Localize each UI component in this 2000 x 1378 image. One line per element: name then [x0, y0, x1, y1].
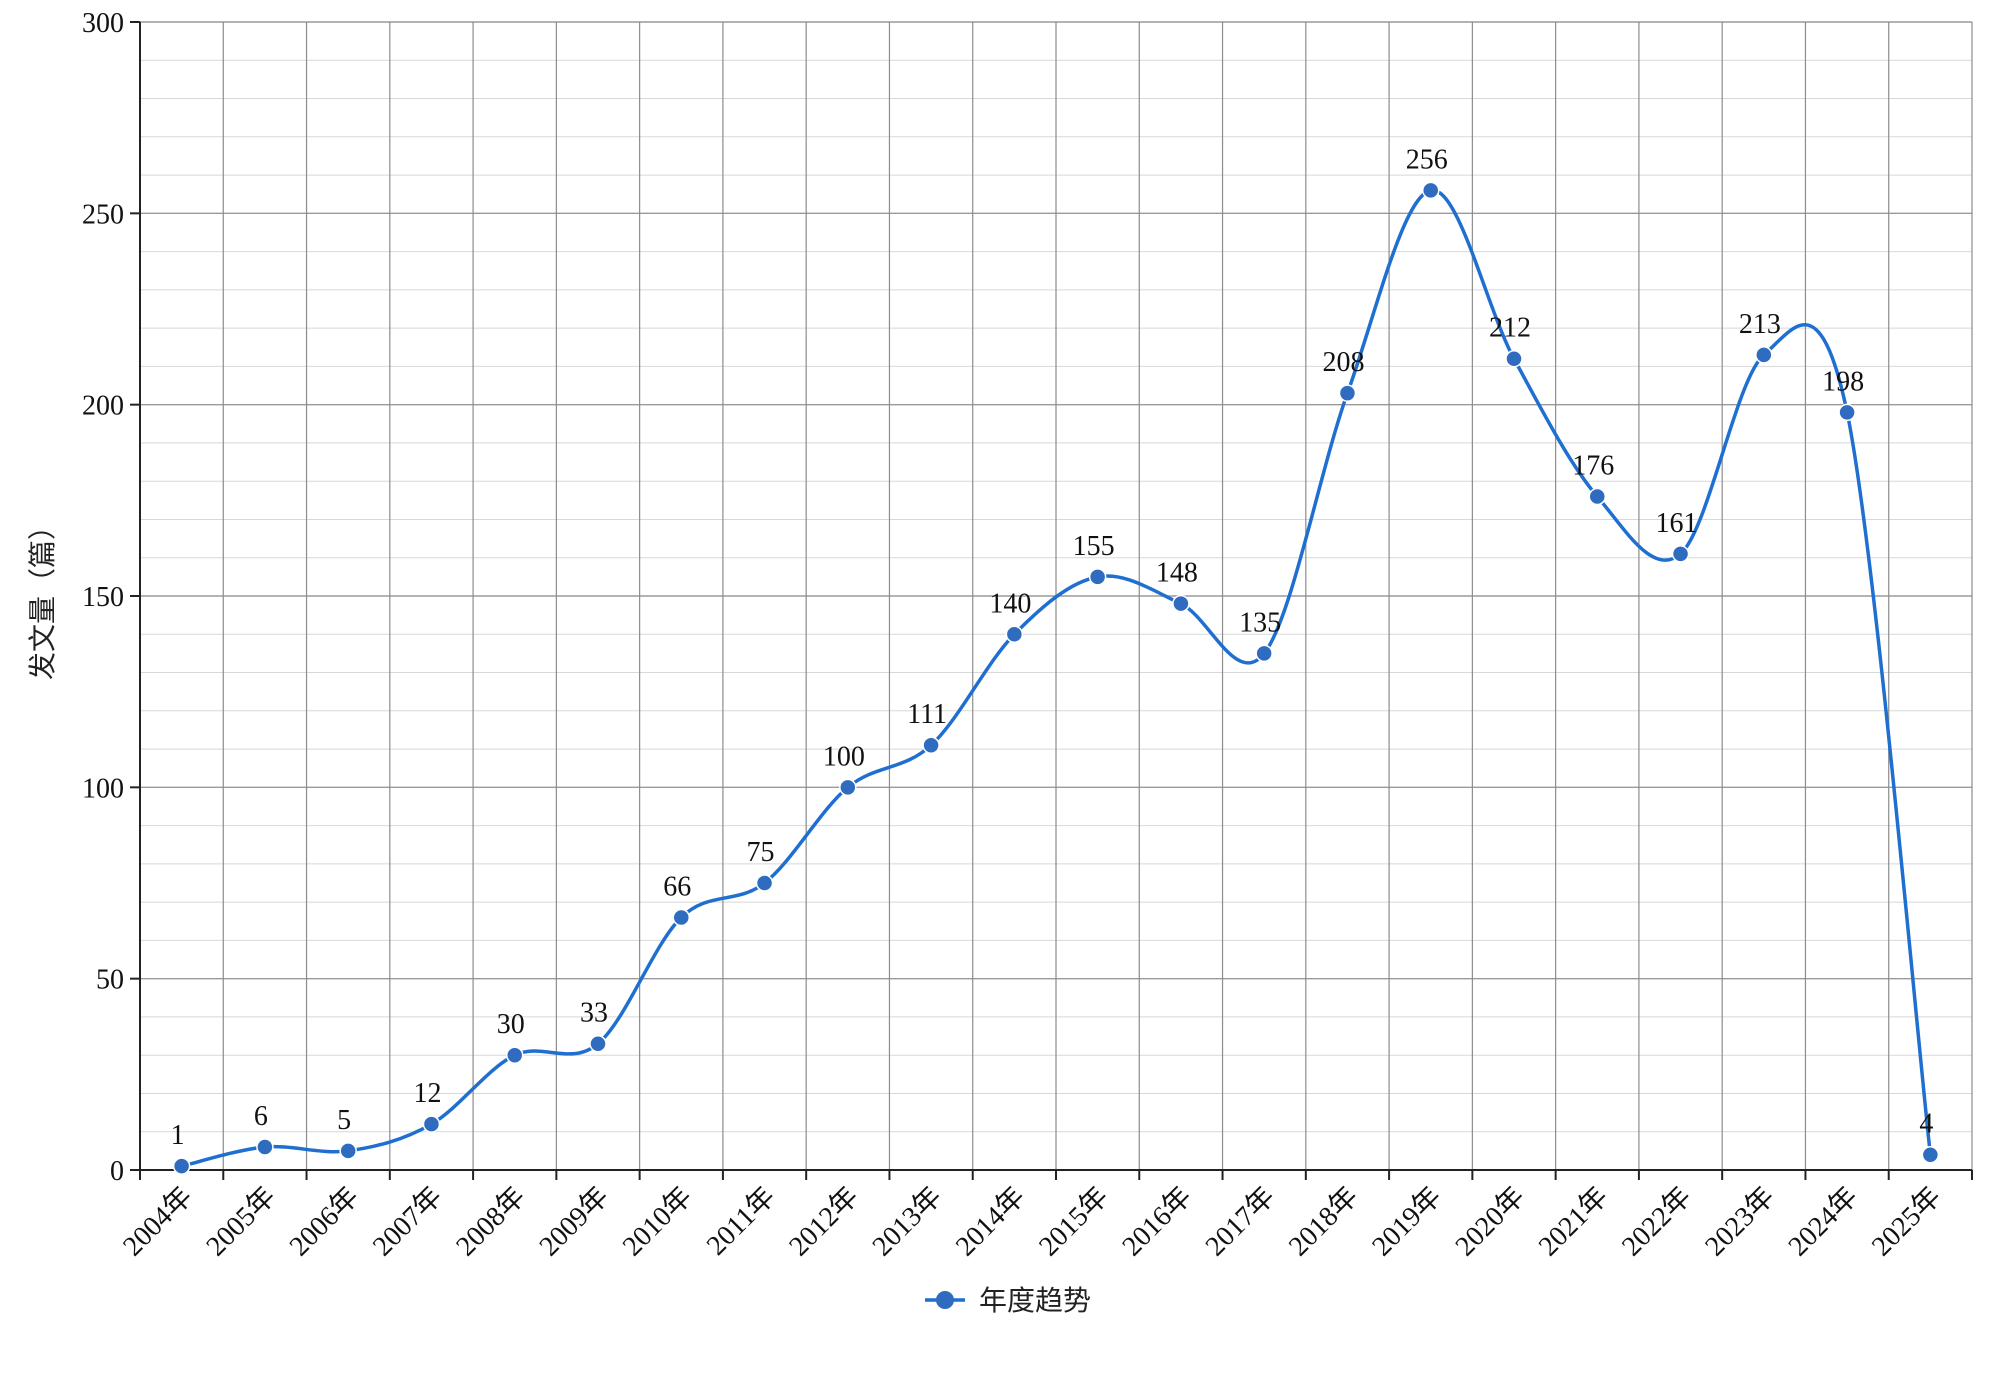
- data-point: [922, 736, 940, 754]
- data-point: [256, 1138, 274, 1156]
- data-point: [1671, 545, 1690, 563]
- x-tick-label: 2008年: [450, 1180, 532, 1262]
- y-tick-label: 150: [82, 582, 124, 613]
- series-line: [179, 188, 1933, 1168]
- data-label: 148: [1156, 558, 1198, 589]
- x-tick-label: 2007年: [366, 1180, 448, 1262]
- series: [172, 181, 1940, 1175]
- y-tick-label: 250: [82, 199, 124, 230]
- data-point: [672, 908, 691, 927]
- x-tick-label: 2022年: [1615, 1180, 1697, 1262]
- data-label: 213: [1739, 309, 1781, 340]
- x-tick-label: 2019年: [1366, 1180, 1448, 1262]
- x-tick-label: 2013年: [866, 1180, 948, 1262]
- data-label: 256: [1406, 144, 1448, 175]
- data-point: [339, 1142, 357, 1160]
- x-tick-label: 2010年: [616, 1180, 698, 1262]
- y-tick-labels: 0 50 100 150 200 250 300: [82, 8, 124, 1187]
- legend[interactable]: 年度趋势: [925, 1284, 1091, 1317]
- data-point: [755, 874, 774, 892]
- y-tick-label: 300: [82, 8, 124, 39]
- data-point: [172, 1157, 191, 1175]
- x-tick-label: 2005年: [200, 1180, 282, 1262]
- x-tick-label: 2018年: [1282, 1180, 1364, 1262]
- data-point: [589, 1034, 607, 1053]
- data-point: [1338, 384, 1357, 402]
- y-tick-label: 0: [110, 1156, 124, 1187]
- x-tick-label: 2017年: [1199, 1180, 1281, 1262]
- y-tick-label: 200: [82, 391, 124, 422]
- y-tick-label: 50: [96, 965, 124, 996]
- data-label: 161: [1656, 508, 1698, 539]
- data-point: [1588, 487, 1607, 506]
- data-label: 100: [823, 741, 865, 772]
- x-tick-label: 2020年: [1449, 1180, 1531, 1262]
- data-label: 135: [1239, 607, 1281, 638]
- data-label: 198: [1822, 366, 1864, 397]
- data-point: [505, 1046, 524, 1064]
- x-tick-label: 2012年: [783, 1180, 865, 1262]
- x-tick-label: 2021年: [1532, 1180, 1614, 1262]
- data-label: 30: [497, 1009, 525, 1040]
- data-label: 33: [580, 998, 608, 1029]
- data-point: [839, 778, 857, 797]
- data-label: 4: [1919, 1109, 1933, 1140]
- x-tick-label: 2004年: [117, 1180, 199, 1262]
- legend-entry-label: 年度趋势: [979, 1284, 1091, 1317]
- data-point: [1255, 644, 1273, 663]
- x-tick-label: 2023年: [1699, 1180, 1781, 1262]
- x-tick-label: 2015年: [1033, 1180, 1115, 1262]
- x-tick-label: 2011年: [700, 1180, 781, 1261]
- x-tick-labels: 2004年 2005年 2006年 2007年 2008年 2009年 2010年 2011年…: [117, 1180, 1948, 1262]
- x-tick-label: 2025年: [1865, 1180, 1947, 1262]
- data-label: 1: [171, 1120, 185, 1151]
- data-point: [1421, 181, 1440, 200]
- data-point: [1172, 594, 1190, 613]
- data-label: 208: [1322, 347, 1364, 378]
- data-point: [1755, 346, 1773, 364]
- data-point: [1505, 349, 1523, 368]
- data-point: [1088, 568, 1107, 586]
- data-label: 140: [989, 588, 1031, 619]
- data-point: [422, 1115, 441, 1133]
- axes: [130, 21, 1973, 1180]
- x-tick-label: 2024年: [1782, 1180, 1864, 1262]
- data-point: [1005, 625, 1024, 644]
- data-label: 111: [907, 699, 947, 730]
- x-tick-label: 2009年: [533, 1180, 615, 1262]
- data-label: 5: [337, 1105, 351, 1136]
- x-tick-label: 2014年: [949, 1180, 1031, 1262]
- data-labels: 1 6 5 12 30 33 66 75 100 111 140 155 148 135 208 256 212…: [171, 144, 1934, 1151]
- data-label: 6: [254, 1101, 268, 1132]
- x-tick-label: 2016年: [1116, 1180, 1198, 1262]
- y-axis-title: 发文量（篇）: [26, 512, 59, 680]
- data-label: 12: [413, 1078, 441, 1109]
- data-label: 176: [1572, 451, 1614, 482]
- data-label: 155: [1073, 531, 1115, 562]
- data-point: [1921, 1145, 1940, 1164]
- x-tick-label: 2006年: [283, 1180, 365, 1262]
- legend-swatch-marker: [936, 1291, 954, 1309]
- y-tick-label: 100: [82, 773, 124, 804]
- data-label: 66: [663, 871, 691, 902]
- data-point: [1838, 403, 1856, 422]
- data-label: 75: [747, 837, 775, 868]
- data-label: 212: [1489, 313, 1531, 344]
